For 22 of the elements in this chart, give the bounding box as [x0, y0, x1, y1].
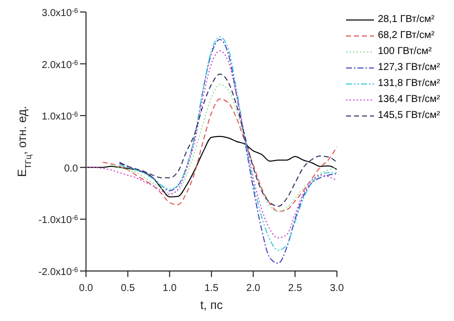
legend-label: 127,3 ГВт/см² — [378, 61, 440, 75]
x-axis-title: t, пс — [200, 298, 223, 312]
legend-label: 28,1 ГВт/см² — [378, 13, 434, 27]
x-tick-label: 2.5 — [288, 283, 302, 294]
y-tick-label: 0.0 — [64, 163, 78, 174]
y-tick-label: -1.0x10$^{-6}$ — [38, 214, 78, 226]
x-tick-label: 1.5 — [204, 283, 219, 294]
y-tick-label: 1.0x10$^{-6}$ — [42, 111, 78, 123]
legend-label: 131,8 ГВт/см² — [378, 77, 440, 91]
x-tick-label: 0.5 — [120, 283, 136, 294]
legend-label: 145,5 ГВт/см² — [378, 109, 440, 123]
legend-label: 100 ГВт/см² — [378, 45, 432, 59]
line-series — [86, 136, 337, 198]
line-series — [86, 50, 337, 238]
y-tick-label: -2.0x10$^{-6}$ — [38, 266, 78, 278]
x-tick-label: 3.0 — [330, 283, 344, 294]
legend-label: 136,4 ГВт/см² — [378, 93, 440, 107]
y-tick-label: 2.0x10$^{-6}$ — [42, 59, 78, 71]
x-tick-label: 0.0 — [79, 283, 94, 294]
legend-label: 68,2 ГВт/см² — [378, 29, 434, 43]
x-tick-label: 1.0 — [162, 283, 178, 294]
x-tick-label: 2.0 — [246, 283, 261, 294]
